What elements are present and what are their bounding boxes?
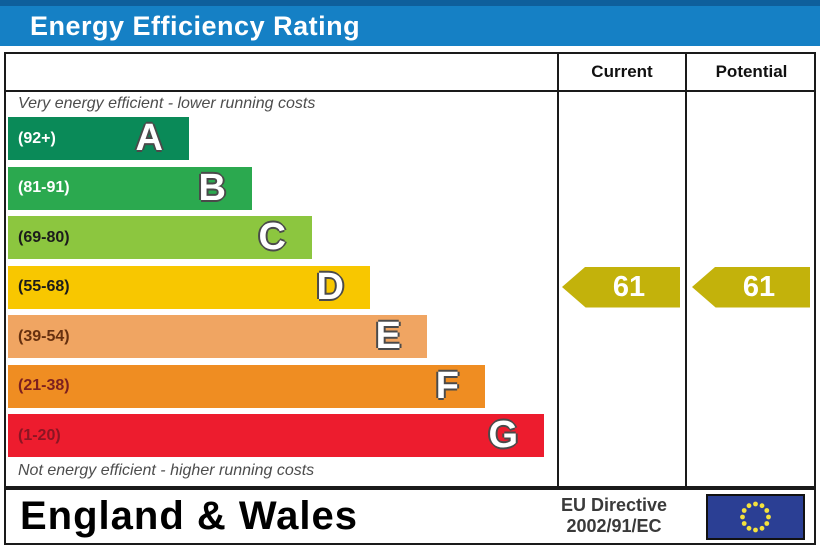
bottom-note: Not energy efficient - higher running co… — [18, 462, 315, 479]
eu-flag-stars — [740, 501, 771, 533]
band-row-a: (92+) A — [8, 117, 189, 160]
band-letter: F — [435, 364, 459, 407]
band-letter: G — [488, 414, 518, 456]
band-letter: D — [316, 265, 344, 308]
page-title: Energy Efficiency Rating — [30, 10, 361, 41]
band-row-c: (69-80) C — [8, 216, 312, 259]
eu-directive-text: EU Directive 2002/91/EC — [528, 495, 700, 537]
rating-table: Current Potential Very energy efficient … — [4, 52, 816, 488]
top-note: Very energy efficient - lower running co… — [18, 95, 316, 112]
band-letter: E — [375, 315, 401, 357]
band-row-g: (1-20) G — [8, 414, 544, 457]
current-rating-arrow: 61 — [562, 266, 680, 308]
band-range-label: (69-80) — [18, 228, 70, 246]
column-divider — [685, 54, 687, 486]
band-row-b: (81-91) B — [8, 166, 252, 210]
potential-column-header: Potential — [715, 62, 788, 81]
band-range-label: (21-38) — [18, 377, 70, 394]
band-range-label: (55-68) — [18, 278, 70, 295]
band-range-label: (92+) — [18, 129, 56, 147]
eu-directive-line1: EU Directive — [560, 495, 668, 515]
band-row-d: (55-68) D — [8, 265, 370, 309]
header-underline — [6, 90, 814, 92]
title-bar: Energy Efficiency Rating — [0, 0, 820, 46]
current-column-header: Current — [591, 62, 653, 81]
band-range-label: (39-54) — [18, 327, 70, 345]
footer: England & Wales EU Directive 2002/91/EC — [4, 488, 816, 545]
column-divider — [557, 54, 559, 486]
band-letter: A — [135, 117, 163, 159]
band-letter: B — [198, 166, 226, 209]
band-range-label: (81-91) — [18, 179, 70, 196]
band-letter: C — [258, 216, 286, 258]
region-label: England & Wales — [20, 494, 359, 538]
eu-directive-line2: 2002/91/EC — [566, 516, 662, 536]
band-row-e: (39-54) E — [8, 315, 427, 358]
band-row-f: (21-38) F — [8, 364, 485, 408]
potential-rating-arrow: 61 — [692, 266, 810, 308]
eu-flag-icon — [706, 494, 805, 540]
band-range-label: (1-20) — [18, 426, 61, 444]
